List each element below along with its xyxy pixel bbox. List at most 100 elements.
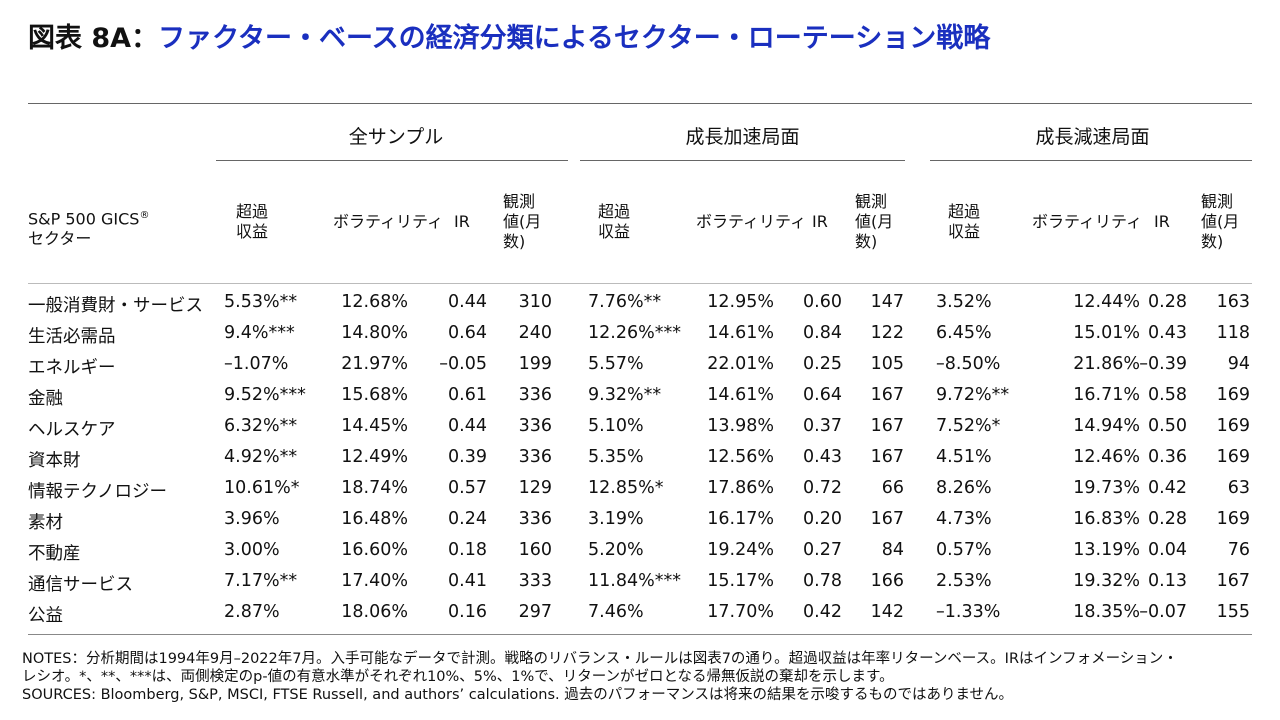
sector-name: 公益 bbox=[28, 606, 63, 626]
volatility-cell: 16.17% bbox=[707, 509, 774, 529]
group-header-growth-acceleration: 成長加速局面 bbox=[685, 126, 800, 148]
excess-return-cell: 3.19% bbox=[588, 509, 644, 529]
table-row: 公益 2.87% 18.06% 0.16 297 7.46% 17.70% 0.42 142 –1… bbox=[0, 600, 1280, 631]
excess-return-cell: 4.51% bbox=[936, 447, 992, 467]
ir-cell: 0.61 bbox=[448, 385, 487, 405]
volatility-cell: 14.94% bbox=[1073, 416, 1140, 436]
volatility-cell: 19.24% bbox=[707, 540, 774, 560]
ir-cell: 0.39 bbox=[448, 447, 487, 467]
observations-cell: 147 bbox=[870, 292, 904, 312]
observations-cell: 169 bbox=[1216, 416, 1250, 436]
ir-cell: 0.43 bbox=[803, 447, 842, 467]
group-underline bbox=[216, 160, 568, 161]
volatility-cell: 14.45% bbox=[341, 416, 408, 436]
ir-cell: 0.27 bbox=[803, 540, 842, 560]
volatility-cell: 12.68% bbox=[341, 292, 408, 312]
volatility-cell: 12.44% bbox=[1073, 292, 1140, 312]
observations-cell: 310 bbox=[518, 292, 552, 312]
ir-cell: 0.41 bbox=[448, 571, 487, 591]
volatility-cell: 18.74% bbox=[341, 478, 408, 498]
observations-cell: 155 bbox=[1216, 602, 1250, 622]
observations-cell: 122 bbox=[870, 323, 904, 343]
ir-cell: 0.57 bbox=[448, 478, 487, 498]
ir-cell: –0.39 bbox=[1139, 354, 1187, 374]
observations-cell: 167 bbox=[1216, 571, 1250, 591]
observations-cell: 240 bbox=[518, 323, 552, 343]
ir-cell: 0.24 bbox=[448, 509, 487, 529]
observations-cell: 63 bbox=[1227, 478, 1250, 498]
notes-line: レシオ。*、**、***は、両側検定のp-値の有意水準がそれぞれ10%、5%、1… bbox=[22, 669, 894, 685]
volatility-cell: 19.32% bbox=[1073, 571, 1140, 591]
sector-name: 一般消費財・サービス bbox=[28, 296, 203, 316]
observations-cell: 163 bbox=[1216, 292, 1250, 312]
excess-return-cell: –1.33% bbox=[936, 602, 1001, 622]
ir-cell: 0.36 bbox=[1148, 447, 1187, 467]
ir-cell: 0.84 bbox=[803, 323, 842, 343]
volatility-cell: 16.71% bbox=[1073, 385, 1140, 405]
ir-cell: 0.18 bbox=[448, 540, 487, 560]
ir-cell: 0.44 bbox=[448, 292, 487, 312]
ir-cell: 0.37 bbox=[803, 416, 842, 436]
volatility-cell: 12.95% bbox=[707, 292, 774, 312]
ir-cell: 0.64 bbox=[803, 385, 842, 405]
volatility-cell: 15.01% bbox=[1073, 323, 1140, 343]
table-row: エネルギー –1.07% 21.97% –0.05 199 5.57% 22.01% 0.25… bbox=[0, 352, 1280, 383]
observations-cell: 167 bbox=[870, 385, 904, 405]
volatility-header: ボラティリティ bbox=[696, 212, 807, 231]
sector-name: 生活必需品 bbox=[28, 327, 116, 347]
notes-line: NOTES：分析期間は1994年9月–2022年7月。入手可能なデータで計測。戦… bbox=[22, 651, 1178, 667]
group-underline bbox=[580, 160, 905, 161]
observations-header: 観測 値(月 数) bbox=[1201, 192, 1240, 251]
volatility-cell: 16.60% bbox=[341, 540, 408, 560]
observations-header: 観測 値(月 数) bbox=[503, 192, 542, 251]
table-bottom-rule bbox=[28, 634, 1252, 635]
excess-return-cell: 7.52%* bbox=[936, 416, 1001, 436]
table-body: 一般消費財・サービス 5.53%** 12.68% 0.44 310 7.76%** 12.… bbox=[0, 290, 1280, 631]
excess-return-cell: 4.73% bbox=[936, 509, 992, 529]
observations-cell: 336 bbox=[518, 447, 552, 467]
ir-cell: 0.13 bbox=[1148, 571, 1187, 591]
observations-cell: 76 bbox=[1227, 540, 1250, 560]
volatility-cell: 14.61% bbox=[707, 323, 774, 343]
observations-cell: 167 bbox=[870, 509, 904, 529]
excess-return-cell: 10.61%* bbox=[224, 478, 300, 498]
observations-cell: 169 bbox=[1216, 385, 1250, 405]
volatility-cell: 16.83% bbox=[1073, 509, 1140, 529]
table-row: ヘルスケア 6.32%** 14.45% 0.44 336 5.10% 13.98% 0.37… bbox=[0, 414, 1280, 445]
ir-cell: 0.72 bbox=[803, 478, 842, 498]
ir-cell: –0.07 bbox=[1139, 602, 1187, 622]
ir-cell: 0.58 bbox=[1148, 385, 1187, 405]
header-divider bbox=[28, 283, 1252, 284]
observations-cell: 336 bbox=[518, 416, 552, 436]
observations-cell: 118 bbox=[1216, 323, 1250, 343]
ir-cell: 0.42 bbox=[803, 602, 842, 622]
excess-return-cell: 9.72%** bbox=[936, 385, 1010, 405]
volatility-cell: 12.56% bbox=[707, 447, 774, 467]
table-top-rule bbox=[28, 103, 1252, 104]
excess-return-cell: 11.84%*** bbox=[588, 571, 681, 591]
sector-name: 資本財 bbox=[28, 451, 81, 471]
excess-return-header: 超過 収益 bbox=[948, 202, 981, 241]
excess-return-cell: 8.26% bbox=[936, 478, 992, 498]
excess-return-cell: 5.20% bbox=[588, 540, 644, 560]
observations-cell: 167 bbox=[870, 447, 904, 467]
excess-return-cell: 5.57% bbox=[588, 354, 644, 374]
sector-name: 情報テクノロジー bbox=[28, 482, 167, 502]
excess-return-cell: 6.45% bbox=[936, 323, 992, 343]
table-row: 通信サービス 7.17%** 17.40% 0.41 333 11.84%*** 15.17… bbox=[0, 569, 1280, 600]
observations-cell: 336 bbox=[518, 509, 552, 529]
ir-cell: 0.16 bbox=[448, 602, 487, 622]
group-underline bbox=[930, 160, 1252, 161]
observations-cell: 336 bbox=[518, 385, 552, 405]
volatility-cell: 12.46% bbox=[1073, 447, 1140, 467]
excess-return-cell: 12.26%*** bbox=[588, 323, 681, 343]
table-row: 情報テクノロジー 10.61%* 18.74% 0.57 129 12.85%* 17.86… bbox=[0, 476, 1280, 507]
table-row: 素材 3.96% 16.48% 0.24 336 3.19% 16.17% 0.20 167 4.… bbox=[0, 507, 1280, 538]
observations-header: 観測 値(月 数) bbox=[855, 192, 894, 251]
sector-name: 不動産 bbox=[28, 544, 81, 564]
ir-cell: 0.78 bbox=[803, 571, 842, 591]
observations-cell: 160 bbox=[518, 540, 552, 560]
sector-name: 素材 bbox=[28, 513, 63, 533]
observations-cell: 199 bbox=[518, 354, 552, 374]
table-row: 金融 9.52%*** 15.68% 0.61 336 9.32%** 14.61% 0.64… bbox=[0, 383, 1280, 414]
